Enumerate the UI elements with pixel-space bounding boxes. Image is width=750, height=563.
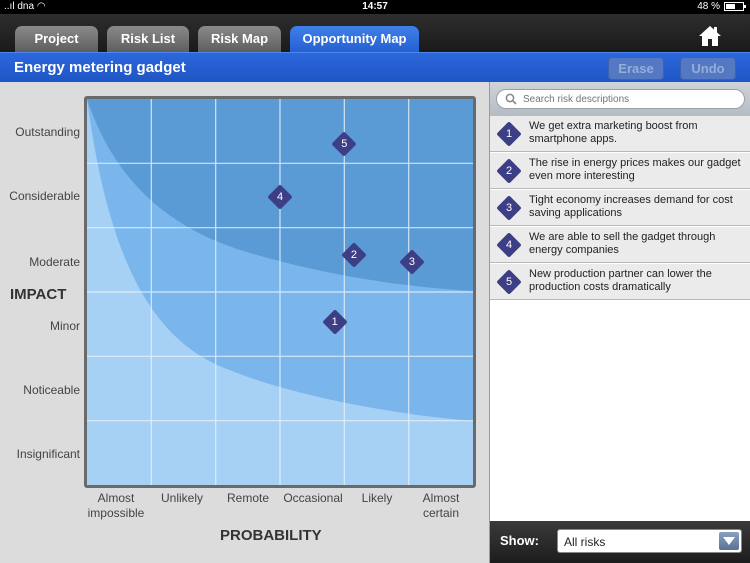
risk-item-marker: 5 — [496, 269, 522, 295]
risk-list-panel: 1 We get extra marketing boost from smart… — [490, 82, 750, 563]
risk-item-number: 5 — [505, 276, 513, 288]
undo-button[interactable]: Undo — [680, 57, 736, 80]
impact-label-moderate: Moderate — [29, 255, 80, 269]
show-label: Show: — [500, 533, 539, 548]
probability-label-likely: Likely — [361, 491, 393, 505]
opportunity-map-plot[interactable]: 1 2 3 4 5 — [84, 96, 476, 488]
risk-item-number: 4 — [505, 239, 513, 251]
risk-item-description: New production partner can lower the pro… — [529, 268, 712, 293]
impact-label-insignificant: Insignificant — [16, 447, 80, 461]
wifi-icon: ◠ — [36, 1, 46, 12]
risk-marker-number: 1 — [331, 316, 338, 329]
risk-filter-value: All risks — [564, 535, 606, 549]
risk-item-marker: 4 — [496, 232, 522, 258]
title-bar: Energy metering gadget Erase Undo — [0, 52, 750, 82]
risk-item-description: We get extra marketing boost from smartp… — [529, 120, 698, 145]
chevron-down-icon — [723, 537, 735, 545]
probability-axis-title: PROBABILITY — [220, 527, 322, 544]
impact-label-outstanding: Outstanding — [15, 125, 80, 139]
battery-icon — [724, 2, 746, 11]
page-title: Energy metering gadget — [14, 59, 186, 76]
risk-item-number: 3 — [505, 202, 513, 214]
tab-bar: Project Risk List Risk Map Opportunity M… — [0, 14, 750, 52]
risk-marker-2[interactable]: 2 — [341, 242, 367, 269]
risk-marker-number: 5 — [341, 138, 348, 151]
opportunity-map-panel: Outstanding Considerable Moderate IMPACT… — [0, 82, 489, 563]
impact-label-noticeable: Noticeable — [23, 383, 80, 397]
risk-item-description: We are able to sell the gadget through e… — [529, 231, 716, 256]
tab-project[interactable]: Project — [15, 26, 98, 52]
risk-item-number: 1 — [505, 128, 513, 140]
tab-opportunity-map[interactable]: Opportunity Map — [290, 26, 419, 52]
search-input[interactable] — [523, 92, 738, 107]
carrier-label: ..ıl dna ◠ — [4, 1, 46, 12]
impact-label-considerable: Considerable — [9, 189, 80, 203]
risk-marker-number: 4 — [276, 191, 284, 204]
search-icon — [505, 93, 517, 105]
risk-list-item[interactable]: 2 The rise in energy prices makes our gad… — [490, 153, 750, 189]
clock: 14:57 — [362, 1, 388, 12]
tab-risk-map[interactable]: Risk Map — [198, 26, 281, 52]
dropdown-button[interactable] — [719, 532, 739, 550]
risk-marker-number: 2 — [350, 249, 358, 262]
risk-item-description: Tight economy increases demand for cost … — [529, 194, 733, 219]
filter-bar: Show: All risks — [490, 521, 750, 563]
risk-marker-3[interactable]: 3 — [399, 249, 425, 275]
risk-list-item[interactable]: 5 New production partner can lower the pr… — [490, 264, 750, 300]
risk-filter-select[interactable]: All risks — [557, 529, 742, 553]
plot-background — [87, 99, 473, 485]
signal-icon: ..ıl — [4, 1, 15, 12]
risk-list-item[interactable]: 3 Tight economy increases demand for cost… — [490, 190, 750, 226]
risk-item-number: 2 — [505, 165, 513, 177]
probability-label-unlikely: Unlikely — [160, 491, 203, 505]
tab-risk-list[interactable]: Risk List — [107, 26, 189, 52]
battery-percent: 48 % — [697, 1, 720, 12]
impact-axis-title: IMPACT — [10, 286, 67, 303]
panel-divider — [489, 82, 490, 563]
risk-item-marker: 1 — [496, 121, 522, 147]
home-button[interactable] — [698, 24, 722, 48]
search-bar — [490, 82, 750, 116]
probability-label-remote: Remote — [226, 491, 270, 505]
risk-marker-number: 3 — [408, 255, 415, 268]
probability-label-occasional: Occasional — [283, 491, 343, 505]
impact-label-minor: Minor — [49, 319, 80, 333]
status-bar: ..ıl dna ◠ 14:57 48 % — [0, 0, 750, 14]
search-field[interactable] — [496, 89, 745, 109]
risk-item-description: The rise in energy prices makes our gadg… — [529, 157, 741, 182]
risk-marker-1[interactable]: 1 — [321, 309, 348, 335]
grid — [87, 99, 473, 485]
risk-list-item[interactable]: 1 We get extra marketing boost from smart… — [490, 116, 750, 152]
risk-list-item[interactable]: 4 We are able to sell the gadget through … — [490, 227, 750, 263]
erase-button[interactable]: Erase — [608, 57, 664, 80]
probability-label-almost-certain: Almost certain — [422, 491, 460, 520]
battery-indicator: 48 % — [697, 1, 746, 12]
risk-item-marker: 3 — [496, 195, 522, 221]
probability-label-almost-impossible: Almost impossible — [87, 491, 145, 520]
risk-item-marker: 2 — [496, 158, 522, 184]
risk-marker-5[interactable]: 5 — [331, 131, 358, 157]
risk-marker-4[interactable]: 4 — [267, 184, 293, 211]
home-icon — [699, 26, 721, 46]
